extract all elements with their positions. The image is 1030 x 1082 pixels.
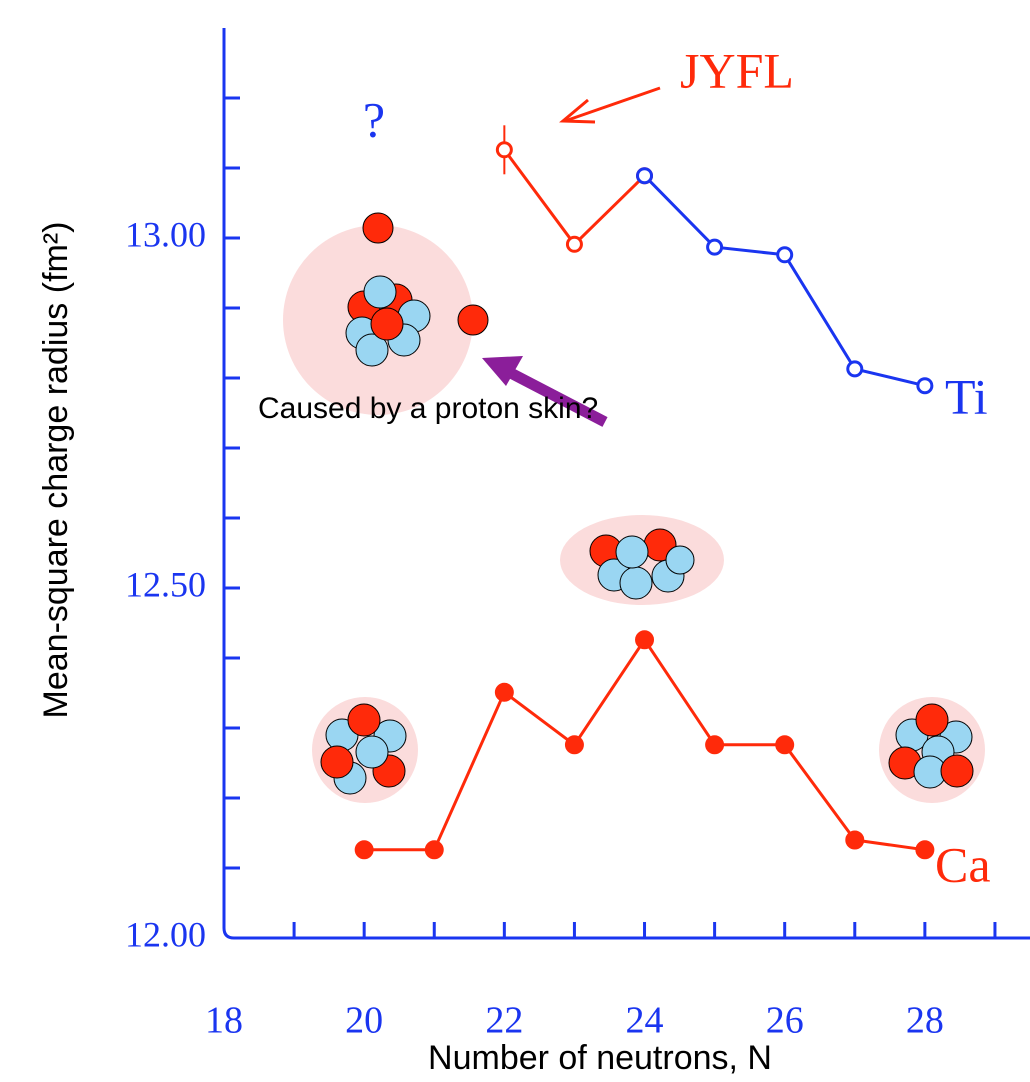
axis-line [222, 28, 1030, 940]
data-point [775, 735, 795, 755]
y-axis-label: Mean-square charge radius (fm²) [37, 222, 75, 719]
data-point [564, 735, 584, 755]
skin-arrow [482, 356, 608, 427]
x-tick-label: 26 [766, 1000, 804, 1042]
data-point [916, 377, 934, 395]
data-point [705, 735, 725, 755]
nucleus-illustration [312, 697, 418, 803]
data-point [494, 682, 514, 702]
data-point [495, 141, 513, 159]
series-label: JYFL [680, 42, 794, 98]
annotation: ? [363, 91, 385, 147]
data-point [636, 167, 654, 185]
data-point [354, 840, 374, 860]
annotation: Caused by a proton skin? [258, 392, 598, 425]
nucleus-illustration [560, 515, 724, 605]
data-point [915, 840, 935, 860]
series-line [503, 148, 646, 247]
data-point [846, 360, 864, 378]
nucleus-illustration [879, 697, 985, 803]
y-tick-label: 12.50 [125, 564, 206, 604]
data-point [565, 235, 583, 253]
series-line [364, 637, 926, 852]
series-label: Ti [945, 368, 988, 424]
series-label: Ca [935, 836, 991, 892]
jyfl-arrow [559, 86, 661, 124]
data-point [424, 840, 444, 860]
x-tick-label: 28 [906, 1000, 944, 1042]
data-point [706, 238, 724, 256]
x-tick-label: 18 [205, 1000, 243, 1042]
x-axis-label: Number of neutrons, N [428, 1039, 772, 1077]
nucleus-illustration [283, 212, 489, 415]
x-tick-label: 20 [345, 1000, 383, 1042]
x-tick-label: 24 [626, 1000, 664, 1042]
series-line [643, 174, 926, 388]
y-tick-label: 12.00 [125, 914, 206, 954]
y-tick-label: 13.00 [125, 214, 206, 254]
x-tick-label: 22 [485, 1000, 523, 1042]
data-point [635, 630, 655, 650]
data-point [776, 246, 794, 264]
data-point [845, 830, 865, 850]
